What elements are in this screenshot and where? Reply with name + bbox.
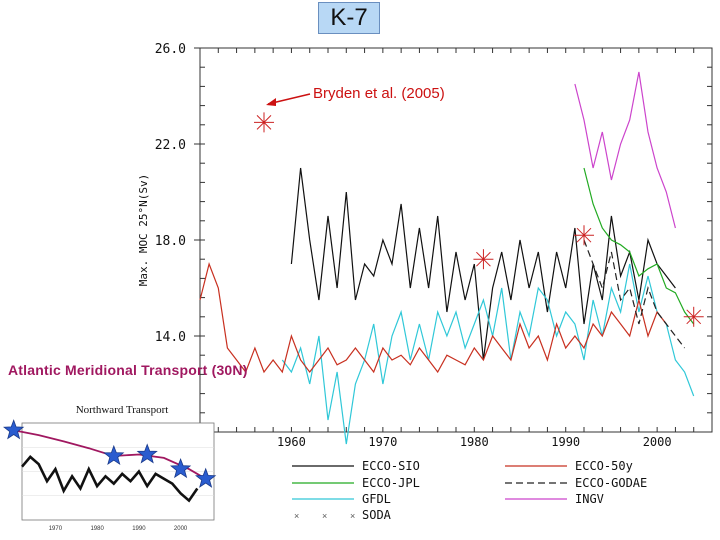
inset-suptitle: Atlantic Meridional Transport (30N) [8, 362, 248, 378]
series-ingv [574, 71, 676, 229]
legend-label: GFDL [362, 492, 391, 506]
legend: ECCO-SIO ECCO-JPL GFDL × × × SODA ECCO-50y ECCO-… [292, 459, 647, 522]
marker-stroke [256, 115, 272, 130]
bryden-annotation: Bryden et al. (2005) [313, 85, 445, 102]
legend-label: ECCO-SIO [362, 459, 420, 473]
slide-title: K-7 [318, 2, 380, 34]
y-tick-label: 22.0 [155, 138, 186, 153]
bryden-marker [683, 306, 704, 327]
marker-stroke [476, 251, 491, 267]
legend-item: × × × SODA [294, 508, 392, 522]
x-tick-label: 1980 [460, 435, 489, 449]
inset-chart: 1970 1980 1990 2000 Northward Transport [3, 404, 217, 532]
legend-item: ECCO-GODAE [505, 476, 647, 490]
y-tick-label: 26.0 [155, 42, 186, 57]
annotation-arrowhead [266, 98, 276, 106]
legend-item: ECCO-50y [505, 459, 633, 473]
legend-item: INGV [505, 492, 604, 506]
plot-frame [199, 47, 713, 433]
series-ecco-godae [583, 239, 686, 349]
x-tick-label: 1990 [551, 435, 580, 449]
inset-star-marker [136, 443, 158, 464]
plot-border [199, 47, 713, 433]
series-ecco-jpl [583, 167, 695, 325]
y-axis-label: Max. MOC 25°N(Sv) [137, 174, 150, 287]
bryden-marker [254, 112, 274, 133]
bryden-marker [473, 249, 494, 270]
legend-item: GFDL [292, 492, 391, 506]
legend-label: SODA [362, 508, 392, 522]
inset-title: Northward Transport [76, 404, 169, 416]
y-tick-label: 14.0 [155, 330, 186, 345]
marker-layer [254, 112, 704, 327]
legend-label: ECCO-JPL [362, 476, 420, 490]
legend-swatch-soda: × [350, 511, 355, 521]
axis-ticks: 26.0 22.0 18.0 14.0 1960 1970 1980 1990 2000 [155, 42, 713, 449]
legend-label: ECCO-GODAE [575, 476, 647, 490]
x-tick-label: 1970 [368, 435, 397, 449]
inset-star-marker [170, 457, 192, 479]
series-layer [199, 71, 695, 445]
series-gfdl [281, 263, 695, 445]
legend-item: ECCO-JPL [292, 476, 420, 490]
x-tick-label: 2000 [643, 435, 672, 449]
inset-x-tick-label: 1980 [90, 526, 104, 532]
inset-star-marker [103, 444, 125, 466]
inset-x-tick-label: 1970 [49, 526, 63, 532]
legend-label: INGV [575, 492, 604, 506]
marker-stroke [576, 227, 592, 243]
series-ecco-50y [199, 262, 667, 374]
y-tick-label: 18.0 [155, 234, 186, 249]
inset-x-tick-label: 1990 [132, 526, 146, 532]
legend-item: ECCO-SIO [292, 459, 420, 473]
inset-star-marker [195, 467, 217, 488]
legend-swatch-soda: × [294, 511, 299, 521]
legend-label: ECCO-50y [575, 459, 633, 473]
inset-transport-line [21, 455, 199, 503]
bryden-marker [574, 225, 594, 246]
inset-x-tick-label: 2000 [174, 526, 188, 532]
inset-star-marker [3, 419, 25, 440]
x-tick-label: 1960 [277, 435, 306, 449]
legend-swatch-soda: × [322, 511, 327, 521]
marker-stroke [686, 309, 702, 325]
